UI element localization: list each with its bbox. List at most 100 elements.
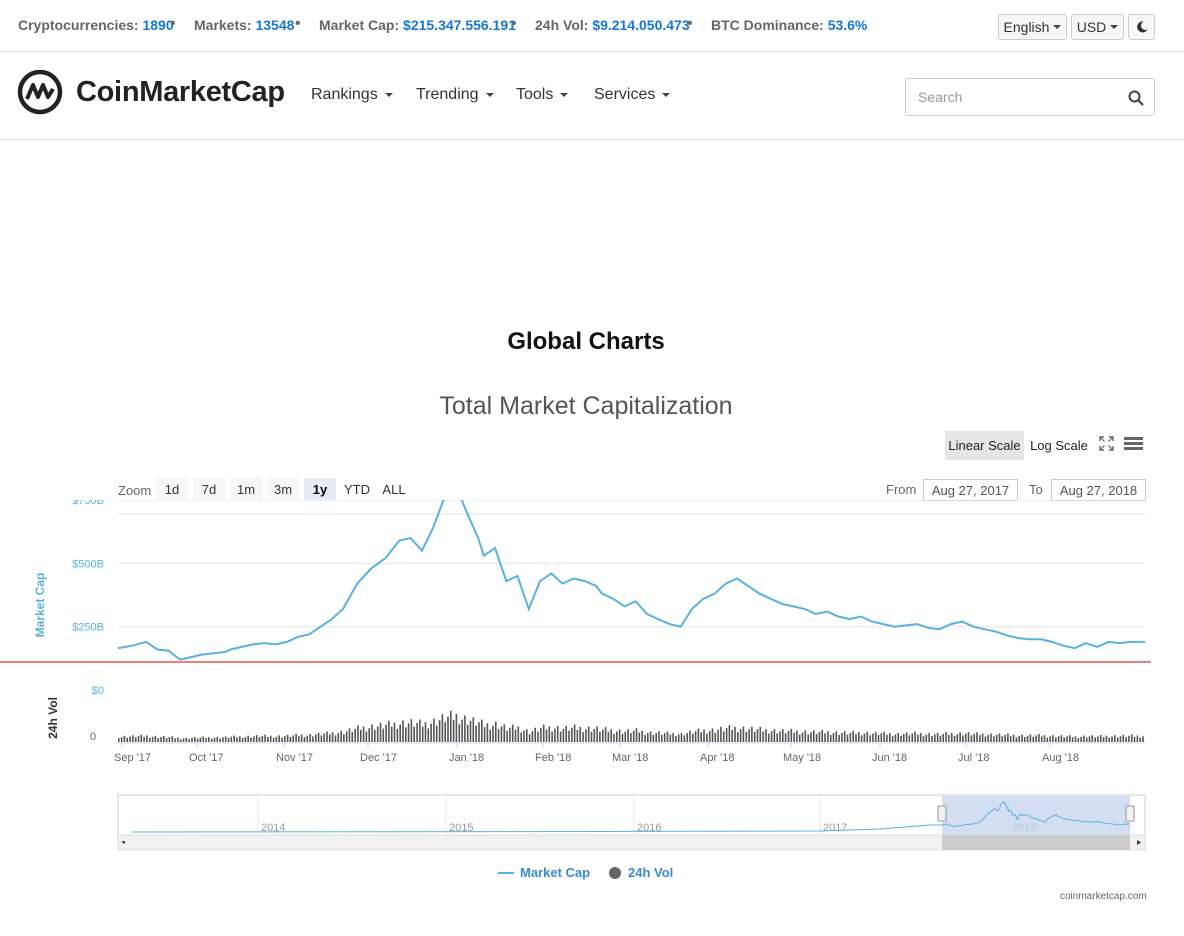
x-tick-label: Oct '17 [189, 752, 224, 764]
volume-bar [1142, 736, 1144, 742]
page-title: Global Charts [507, 328, 665, 355]
brand-name[interactable]: CoinMarketCap [76, 76, 285, 108]
volume-bar [365, 731, 368, 742]
volume-bar [334, 735, 337, 742]
stat-cryptocurrencies[interactable]: Cryptocurrencies: 1890 [18, 17, 174, 33]
x-tick-label: Dec '17 [360, 752, 397, 764]
stat-btc-dominance[interactable]: BTC Dominance: 53.6% [711, 17, 868, 33]
caret-down-icon [1110, 25, 1119, 29]
navigator[interactable]: 20142015201620172018 [117, 794, 1146, 851]
scroll-right-icon[interactable] [1137, 840, 1141, 845]
volume-bar [1052, 735, 1054, 742]
zoom-1y-button[interactable]: 1y [304, 478, 336, 500]
volume-bar [751, 726, 753, 742]
caret-down-icon [1053, 25, 1062, 29]
legend-24h-vol[interactable]: 24h Vol [608, 865, 673, 880]
nav-tools[interactable]: Tools [516, 86, 569, 104]
volume-bar [120, 737, 123, 742]
volume-bar [526, 729, 528, 742]
separator-dot: • [687, 15, 693, 32]
to-date-input[interactable]: Aug 27, 2018 [1051, 479, 1146, 501]
nav-services[interactable]: Services [594, 86, 671, 104]
volume-bar [914, 731, 916, 742]
legend-market-cap[interactable]: Market Cap [498, 865, 590, 880]
chart-credits[interactable]: coinmarketcap.com [1060, 891, 1147, 902]
volume-bar [1128, 735, 1130, 742]
volume-bar [1083, 735, 1085, 742]
volume-bar [416, 723, 418, 742]
volume-bar [278, 735, 280, 742]
stat-24h-vol[interactable]: 24h Vol: $9.214.050.473 [535, 17, 690, 33]
from-date-input[interactable]: Aug 27, 2017 [923, 479, 1018, 501]
volume-bar [188, 738, 190, 742]
volume-bar [326, 731, 328, 742]
market-cap-chart[interactable]: $750B $500B $250B $0 Market Cap 24h Vol 0 S… [0, 500, 1184, 860]
volume-bar [151, 736, 154, 742]
global-stats-bar: Cryptocurrencies: 1890 • Markets: 13548 … [0, 0, 1184, 52]
volume-bar [1102, 737, 1105, 742]
volume-bar [1055, 737, 1057, 742]
volume-bar [1046, 737, 1049, 742]
volume-bar [858, 732, 860, 742]
navigator-left-handle[interactable] [937, 805, 947, 822]
caret-down-icon [485, 93, 494, 97]
volume-bar [919, 733, 922, 742]
volume-bar [199, 737, 202, 742]
volume-bar [196, 738, 199, 742]
search-icon[interactable] [1128, 90, 1144, 106]
volume-bar [976, 732, 978, 742]
volume-bar [464, 715, 466, 742]
volume-bar [869, 735, 871, 742]
volume-bar [1080, 736, 1082, 742]
volume-bar [284, 736, 286, 742]
volume-bar [312, 736, 314, 742]
fullscreen-icon[interactable] [1099, 436, 1114, 451]
nav-trending[interactable]: Trending [416, 86, 494, 104]
volume-bar [821, 729, 823, 742]
log-scale-button[interactable]: Log Scale [1030, 438, 1088, 453]
currency-dropdown[interactable]: USD [1071, 14, 1124, 40]
volume-bar [630, 733, 632, 742]
menu-icon[interactable] [1124, 436, 1143, 451]
volume-bar [990, 733, 992, 742]
volume-bar [658, 731, 660, 742]
volume-bar [616, 731, 618, 742]
stat-market-cap[interactable]: Market Cap: $215.347.556.191 [319, 17, 516, 33]
zoom-7d-button[interactable]: 7d [193, 478, 225, 500]
volume-bar [936, 732, 939, 742]
zoom-1m-button[interactable]: 1m [230, 478, 262, 500]
navigator-scrollbar-thumb[interactable] [942, 835, 1130, 850]
volume-bar [981, 733, 984, 742]
volume-bar [126, 737, 128, 742]
nav-rankings[interactable]: Rankings [311, 86, 393, 104]
zoom-ytd-button[interactable]: YTD [344, 481, 370, 497]
zoom-1d-button[interactable]: 1d [156, 478, 188, 500]
navigator-right-handle[interactable] [1125, 805, 1135, 822]
caret-down-icon [560, 93, 569, 97]
volume-bar [886, 734, 888, 742]
volume-bar [1111, 736, 1113, 742]
volume-bar [157, 738, 159, 742]
search-input[interactable] [906, 79, 1106, 115]
stat-markets[interactable]: Markets: 13548 [194, 17, 295, 33]
volume-bar [562, 728, 565, 742]
market-cap-line[interactable] [117, 500, 1145, 661]
language-dropdown[interactable]: English [998, 14, 1067, 40]
navigator-selection[interactable] [942, 796, 1130, 835]
linear-scale-button[interactable]: Linear Scale [945, 431, 1024, 460]
navigator-scrollbar[interactable] [117, 834, 1146, 851]
volume-bar [435, 725, 438, 742]
coinmarketcap-logo-icon[interactable] [17, 69, 63, 115]
volume-bar [1133, 736, 1136, 742]
volume-bar [357, 725, 359, 742]
chart-grid [118, 500, 1145, 628]
volume-bar [323, 733, 325, 742]
zoom-3m-button[interactable]: 3m [267, 478, 299, 500]
zoom-all-button[interactable]: ALL [382, 481, 406, 497]
volume-bar [393, 722, 396, 742]
volume-bar [132, 735, 134, 742]
scroll-left-icon[interactable] [121, 841, 125, 844]
theme-toggle-button[interactable] [1128, 14, 1155, 40]
volume-bar [556, 726, 559, 742]
volume-bar [948, 734, 950, 742]
